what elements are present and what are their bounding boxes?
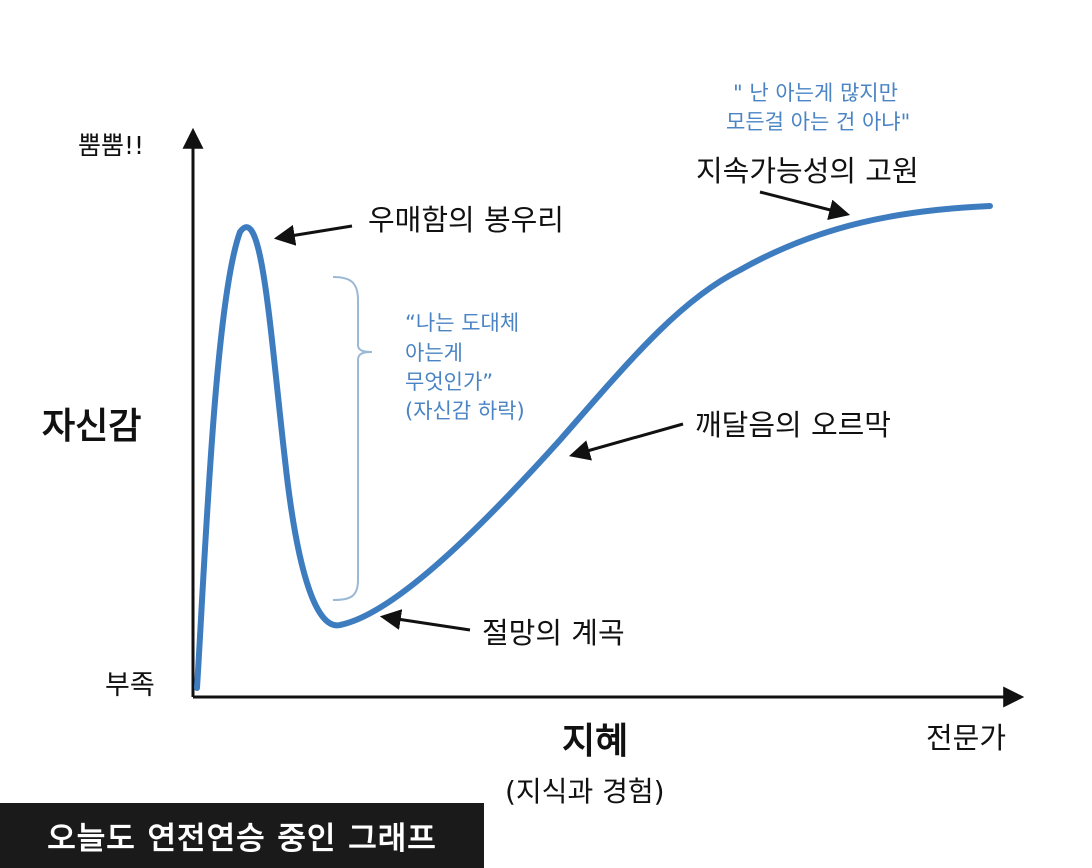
drop-quote-line-3: 무엇인가” (405, 370, 493, 394)
x-axis-title: 지혜 (562, 721, 628, 762)
slope-arrow (568, 422, 684, 461)
drop-bracket (332, 276, 373, 601)
drop-quote-line-4: (자신감 하락) (405, 399, 525, 423)
peak-label: 우매함의 봉우리 (368, 203, 564, 237)
peak-arrow (273, 224, 353, 246)
plateau-quote-line-2: 모든걸 아는 건 아냐" (726, 110, 910, 134)
plateau-label: 지속가능성의 고원 (696, 154, 919, 188)
confidence-curve (194, 203, 993, 691)
y-axis-bottom-label: 부족 (105, 670, 155, 701)
y-axis-top-label: 뿜뿜!! (78, 131, 144, 160)
caption-banner: 오늘도 연전연승 중인 그래프 (0, 803, 484, 868)
plateau-arrow (759, 190, 851, 221)
slope-label: 깨달음의 오르막 (695, 408, 891, 442)
valley-arrow (379, 609, 471, 632)
x-axis-subtitle: (지식과 경험) (505, 775, 665, 808)
y-axis-title: 자신감 (42, 406, 141, 447)
x-axis-end-label: 전문가 (926, 721, 1006, 755)
drop-quote-line-2: 아는게 (405, 341, 463, 365)
valley-label: 절망의 계곡 (482, 616, 625, 650)
plateau-quote-line-1: " 난 아는게 많지만 (733, 81, 898, 105)
drop-quote-line-1: “나는 도대체 (405, 311, 519, 335)
